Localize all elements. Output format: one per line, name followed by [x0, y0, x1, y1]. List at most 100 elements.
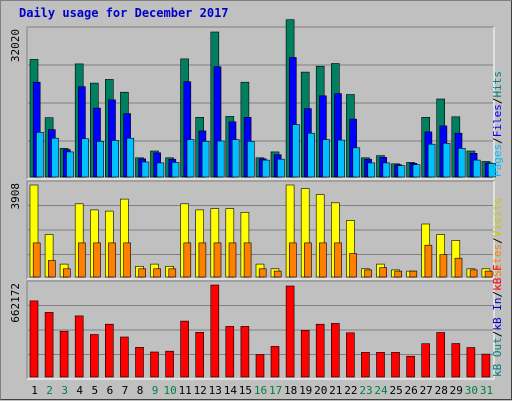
- bar-kb-f-day-6: [105, 323, 114, 378]
- bar-sites-day-4: [78, 242, 86, 278]
- legend-visits-sites: Sites/Visits: [491, 198, 504, 278]
- bar-sites-day-20: [319, 242, 327, 278]
- bar-sites-day-1: [32, 242, 41, 278]
- bar-pages-day-6: [111, 140, 119, 178]
- bar-kb-f-day-16: [255, 354, 265, 378]
- x-tick-day-26: 26: [404, 384, 417, 397]
- x-tick-day-25: 25: [389, 384, 402, 397]
- x-tick-day-6: 6: [107, 384, 114, 397]
- bar-kb-f-day-14: [225, 326, 235, 378]
- bar-sites-day-31: [484, 270, 493, 278]
- bar-pages-day-14: [231, 139, 240, 178]
- legend-entry: kB Out: [491, 337, 504, 377]
- legend-entry: Visits: [491, 198, 504, 238]
- bar-pages-day-13: [216, 140, 225, 178]
- bar-sites-day-6: [108, 242, 116, 278]
- bar-kb-f-day-10: [165, 350, 174, 378]
- bar-pages-day-16: [262, 159, 270, 178]
- bar-kb-f-day-23: [361, 351, 370, 378]
- x-tick-day-23: 23: [359, 384, 372, 397]
- panel-visits-sites: 3908 Sites/Visits: [9, 180, 504, 280]
- x-tick-day-14: 14: [224, 384, 238, 397]
- bar-kb-f-day-1: [29, 300, 39, 378]
- bar-kb-f-day-29: [451, 343, 461, 378]
- bar-kb-f-day-4: [74, 315, 84, 378]
- bar-sites-day-8: [138, 268, 146, 278]
- bar-pages-day-7: [126, 137, 135, 178]
- legend-entry: /: [491, 331, 504, 338]
- x-tick-day-17: 17: [269, 384, 282, 397]
- bar-sites-day-29: [454, 257, 463, 278]
- bar-kb-f-day-28: [436, 332, 446, 378]
- legend-kbytes: kB Out/kB In/kB F: [491, 264, 504, 377]
- bar-sites-day-14: [228, 242, 237, 278]
- x-tick-day-12: 12: [194, 384, 207, 397]
- bar-pages-day-8: [141, 161, 150, 178]
- bar-pages-day-19: [307, 132, 315, 178]
- bar-kb-f-day-21: [330, 323, 340, 378]
- bar-sites-day-15: [243, 242, 252, 278]
- bar-pages-day-20: [322, 139, 330, 178]
- bar-pages-day-21: [337, 139, 346, 178]
- bar-kb-f-day-27: [421, 343, 431, 378]
- x-tick-day-21: 21: [329, 384, 342, 397]
- bar-kb-f-day-22: [346, 332, 355, 378]
- x-tick-day-16: 16: [254, 384, 267, 397]
- bar-sites-day-25: [394, 270, 403, 278]
- x-tick-day-19: 19: [299, 384, 312, 397]
- bar-kb-f-day-31: [481, 353, 491, 378]
- x-tick-day-31: 31: [480, 384, 493, 397]
- x-tick-day-15: 15: [239, 384, 252, 397]
- x-tick-day-24: 24: [374, 384, 388, 397]
- bar-sites-day-22: [349, 253, 357, 278]
- legend-hits-files-pages: Pages/Files/Hits: [491, 71, 504, 177]
- bar-sites-day-28: [439, 254, 448, 278]
- bar-sites-day-9: [153, 268, 161, 278]
- max-value-label: 662172: [9, 283, 22, 323]
- legend-entry: Sites: [491, 244, 504, 277]
- bar-kb-f-day-19: [300, 329, 310, 378]
- chart-title: Daily usage for December 2017: [19, 6, 229, 20]
- bar-kb-f-day-9: [150, 351, 159, 378]
- x-tick-day-10: 10: [163, 384, 176, 397]
- bar-sites-day-11: [183, 242, 192, 278]
- legend-entry: /: [491, 137, 504, 144]
- bar-kb-f-day-5: [90, 334, 99, 378]
- bar-sites-day-21: [334, 242, 342, 278]
- bar-kb-f-day-24: [376, 351, 385, 378]
- bar-pages-day-12: [201, 141, 210, 178]
- bar-pages-day-31: [487, 163, 496, 178]
- bar-kb-f-day-30: [466, 347, 476, 378]
- x-tick-day-22: 22: [344, 384, 357, 397]
- bar-kb-f-day-8: [135, 346, 144, 378]
- max-value-label: 3908: [9, 183, 22, 210]
- bar-pages-day-28: [442, 143, 451, 178]
- bar-sites-day-19: [304, 242, 312, 278]
- x-tick-day-8: 8: [137, 384, 144, 397]
- bar-kb-f-day-17: [270, 346, 280, 378]
- bar-pages-day-29: [457, 148, 466, 178]
- bar-kb-f-day-7: [120, 336, 129, 378]
- x-tick-day-4: 4: [76, 384, 83, 397]
- x-tick-day-20: 20: [314, 384, 327, 397]
- legend-entry: Pages: [491, 144, 504, 177]
- x-tick-day-3: 3: [61, 384, 68, 397]
- bar-sites-day-24: [379, 267, 388, 278]
- bar-pages-day-10: [171, 162, 180, 178]
- legend-entry: /: [491, 98, 504, 105]
- x-tick-day-13: 13: [209, 384, 222, 397]
- bar-sites-day-23: [364, 269, 372, 278]
- bar-kb-f-day-15: [240, 326, 250, 378]
- legend-entry: Hits: [491, 71, 504, 98]
- legend-entry: Files: [491, 104, 504, 137]
- bar-sites-day-26: [409, 270, 418, 278]
- bar-pages-day-25: [397, 165, 406, 178]
- x-tick-day-9: 9: [152, 384, 159, 397]
- x-tick-day-2: 2: [46, 384, 53, 397]
- bar-sites-day-30: [469, 269, 478, 278]
- bar-sites-day-27: [424, 244, 433, 278]
- bar-sites-day-2: [47, 260, 56, 278]
